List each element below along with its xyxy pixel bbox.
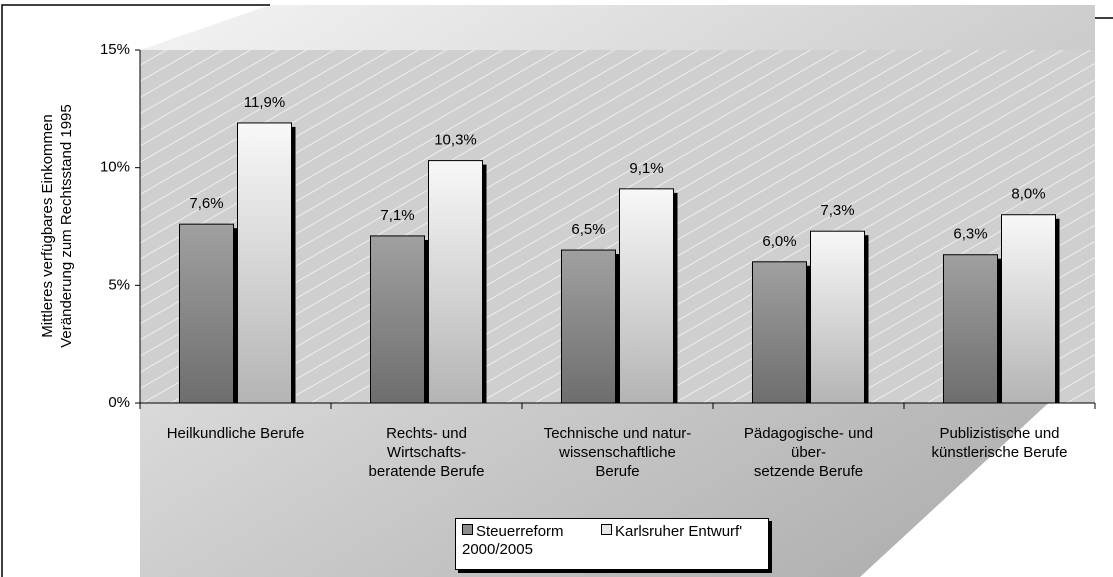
bar — [619, 188, 674, 404]
x-tick-label: Rechts- und Wirtschafts- beratende Beruf… — [368, 425, 485, 480]
data-label: 7,1% — [380, 207, 414, 224]
bar — [943, 254, 998, 404]
data-label: 7,3% — [820, 202, 854, 219]
bar — [1001, 214, 1056, 404]
y-axis-label: Mittleres verfügbares Einkommen — [39, 114, 56, 337]
x-tick-label: Publizistische und künstlerische Berufe — [931, 425, 1068, 461]
y-tick-label: 0% — [108, 394, 130, 411]
legend-swatch — [462, 524, 473, 535]
legend-label: Steuerreform 2000/2005 — [462, 523, 564, 558]
legend-label: Karlsruher Entwurf' — [615, 523, 743, 540]
y-axis-label: Veränderung zum Rechtsstand 1995 — [58, 104, 75, 348]
legend-swatch — [601, 524, 612, 535]
data-label: 10,3% — [434, 132, 477, 149]
bar — [752, 261, 807, 404]
data-label: 7,6% — [189, 195, 223, 212]
bar — [561, 249, 616, 404]
data-label: 8,0% — [1011, 186, 1045, 203]
data-label: 11,9% — [244, 94, 285, 111]
bar — [428, 160, 483, 404]
x-tick-label: Technische und natur- wissenschaftliche … — [543, 425, 692, 480]
x-tick-label: Pädagogische- und über- setzende Berufe — [743, 425, 874, 480]
y-tick-label: 15% — [100, 41, 130, 58]
bar — [370, 235, 425, 404]
bar — [179, 223, 234, 404]
y-tick-label: 10% — [100, 159, 130, 176]
frame — [1, 4, 270, 577]
data-label: 6,3% — [953, 226, 987, 243]
bar — [810, 230, 865, 404]
data-label: 9,1% — [629, 160, 663, 177]
legend-item: Karlsruher Entwurf' — [601, 523, 742, 541]
x-tick-label: Heilkundliche Berufe — [166, 425, 305, 442]
bar — [237, 122, 292, 404]
data-label: 6,0% — [762, 233, 796, 250]
legend: Steuerreform 2000/2005 Karlsruher Entwurf… — [455, 518, 769, 570]
data-label: 6,5% — [571, 221, 605, 238]
legend-item: Steuerreform 2000/2005 — [462, 523, 564, 559]
y-tick-label: 5% — [108, 276, 130, 293]
